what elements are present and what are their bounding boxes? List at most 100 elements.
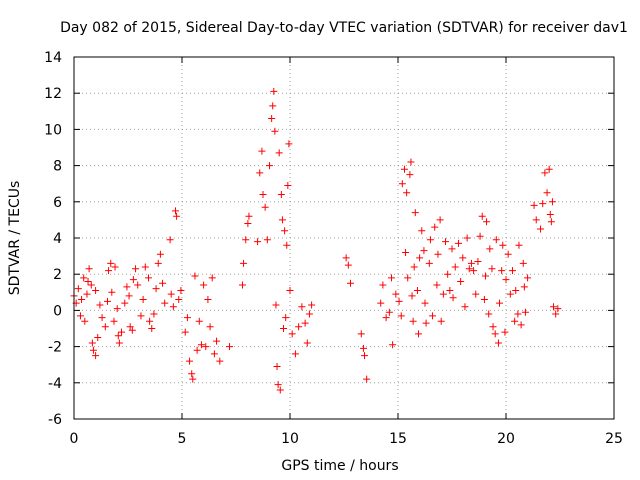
data-point <box>125 292 133 300</box>
data-point <box>208 274 216 282</box>
data-point <box>89 346 97 354</box>
data-point <box>92 352 100 360</box>
data-point <box>474 258 482 266</box>
data-point <box>281 227 289 235</box>
data-point <box>463 234 471 242</box>
y-tick-label: -2 <box>48 340 62 356</box>
data-point <box>242 236 250 244</box>
data-point <box>101 323 109 331</box>
data-point <box>284 182 292 190</box>
data-point <box>213 337 221 345</box>
x-tick-label: 10 <box>281 431 299 447</box>
data-point <box>98 314 106 322</box>
data-point <box>359 344 367 352</box>
data-point <box>134 281 142 289</box>
data-point <box>259 191 267 199</box>
data-point <box>508 267 516 275</box>
data-point <box>421 299 429 307</box>
data-point <box>407 158 415 166</box>
data-point <box>87 281 95 289</box>
data-point <box>392 290 400 298</box>
data-point <box>274 381 282 389</box>
data-point <box>433 281 441 289</box>
data-point <box>76 312 84 320</box>
data-point <box>244 220 252 228</box>
data-point <box>449 294 457 302</box>
data-point <box>395 297 403 305</box>
y-axis-label: SDTVAR / TECUs <box>7 181 23 296</box>
data-point <box>442 238 450 246</box>
data-point <box>295 323 303 331</box>
y-tick-label: 0 <box>53 303 62 319</box>
data-point <box>410 263 418 271</box>
data-point <box>539 200 547 208</box>
data-point <box>103 297 111 305</box>
data-point <box>357 330 365 338</box>
x-tick-label: 25 <box>605 431 623 447</box>
x-tick-label: 0 <box>70 431 79 447</box>
y-tick-label: 2 <box>53 267 62 283</box>
data-point <box>470 267 478 275</box>
chart-title: Day 082 of 2015, Sidereal Day-to-day VTE… <box>60 20 628 36</box>
data-point <box>489 323 497 331</box>
data-point <box>118 328 126 336</box>
data-point <box>303 339 311 347</box>
data-point <box>265 162 273 170</box>
data-point <box>446 286 454 294</box>
data-point <box>278 216 286 224</box>
data-point <box>550 303 558 311</box>
data-point <box>94 334 102 342</box>
data-point <box>210 350 218 358</box>
grid <box>74 57 614 419</box>
data-point <box>541 169 549 177</box>
data-point <box>554 305 562 313</box>
data-point <box>379 281 387 289</box>
data-points <box>70 87 562 394</box>
data-point <box>107 259 115 267</box>
data-point <box>181 328 189 336</box>
data-point <box>288 330 296 338</box>
data-point <box>197 341 205 349</box>
data-point <box>444 270 452 278</box>
data-point <box>88 339 96 347</box>
data-point <box>545 165 553 173</box>
data-point <box>96 301 104 309</box>
data-point <box>148 325 156 332</box>
data-point <box>132 265 140 273</box>
data-point <box>465 265 473 273</box>
data-point <box>511 317 519 325</box>
data-point <box>532 216 540 224</box>
data-point <box>517 321 525 329</box>
y-tick-label: 10 <box>44 122 62 138</box>
data-point <box>488 265 496 273</box>
data-point <box>283 241 291 249</box>
data-point <box>483 218 491 226</box>
data-point <box>80 274 88 282</box>
x-tick-label: 5 <box>178 431 187 447</box>
data-point <box>478 212 486 220</box>
data-point <box>204 296 212 304</box>
data-point <box>382 314 390 322</box>
data-point <box>159 279 167 287</box>
data-point <box>285 140 293 148</box>
data-point <box>494 339 502 347</box>
data-point <box>467 259 475 267</box>
x-axis-label: GPS time / hours <box>281 458 398 474</box>
data-point <box>272 301 280 309</box>
data-point <box>524 274 532 282</box>
data-point <box>461 303 469 311</box>
data-point <box>183 314 191 322</box>
data-point <box>145 274 153 282</box>
data-point <box>397 312 405 320</box>
data-point <box>273 363 281 371</box>
data-point <box>448 245 456 253</box>
data-point <box>496 299 504 307</box>
y-tick-label: 12 <box>44 86 62 102</box>
data-point <box>129 276 137 284</box>
data-point <box>298 303 306 311</box>
y-tick-label: 4 <box>53 231 62 247</box>
data-point <box>426 236 434 244</box>
data-point <box>363 375 371 383</box>
data-point <box>454 239 462 247</box>
data-point <box>552 310 560 318</box>
